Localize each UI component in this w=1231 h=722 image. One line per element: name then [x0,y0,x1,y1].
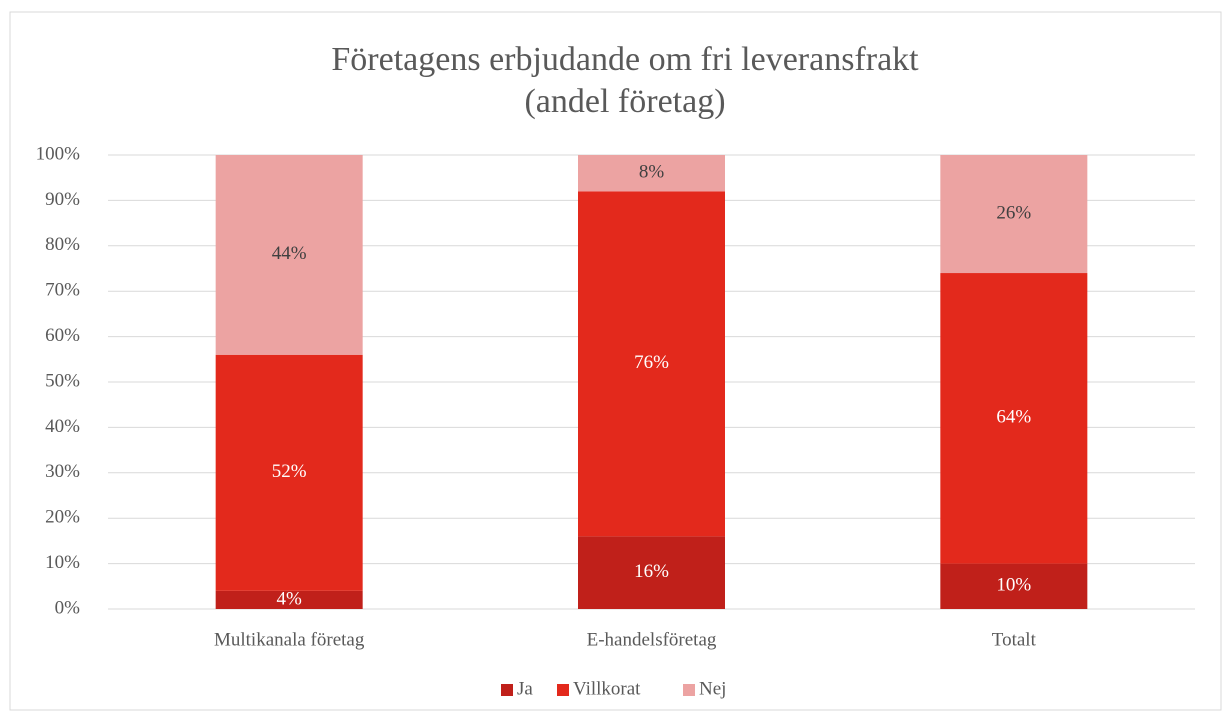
data-label: 52% [272,461,307,482]
bar-segment [940,155,1088,274]
bar-segment [940,563,1088,609]
x-tick-label: Totalt [992,629,1037,650]
data-label: 4% [277,588,303,609]
data-label: 26% [996,202,1031,223]
y-tick-label: 10% [45,552,80,573]
bar-segment [940,273,1088,564]
legend-swatch [501,684,513,696]
data-label: 8% [639,162,665,183]
legend-swatch [557,684,569,696]
y-tick-label: 90% [45,189,80,210]
bar-segment [578,155,725,192]
x-tick-label: E-handelsföretag [587,629,717,650]
data-label: 44% [272,243,307,264]
data-label: 64% [996,407,1031,428]
y-tick-label: 30% [45,461,80,482]
x-tick-label: Multikanala företag [214,629,365,650]
data-label: 16% [634,561,669,582]
y-tick-label: 0% [55,597,81,618]
bar-segment [215,354,363,591]
y-tick-label: 60% [45,325,80,346]
legend-label: Nej [699,678,726,699]
data-label: 10% [996,575,1031,596]
bar-segment [578,536,725,609]
y-tick-label: 100% [36,143,81,164]
y-tick-label: 50% [45,370,80,391]
y-tick-label: 80% [45,234,80,255]
legend-label: Ja [517,678,533,699]
chart-title: (andel företag) [524,83,725,120]
bar-segment [215,590,363,609]
chart-title: Företagens erbjudande om fri leveransfra… [331,41,919,78]
y-tick-label: 40% [45,416,80,437]
y-tick-label: 20% [45,507,80,528]
legend-label: Villkorat [573,678,641,699]
bar-segment [578,191,725,537]
bar-segment [215,155,363,355]
legend-swatch [683,684,695,696]
y-tick-label: 70% [45,280,80,301]
data-label: 76% [634,352,669,373]
